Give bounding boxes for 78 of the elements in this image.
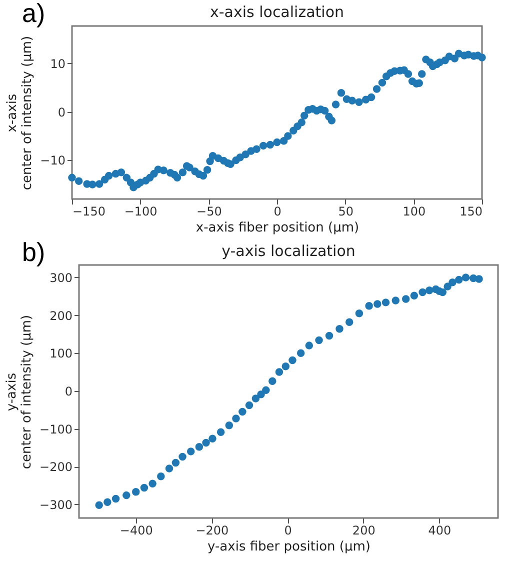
point [282, 362, 290, 370]
point [104, 498, 112, 506]
y-tick-label: 100 [50, 346, 72, 361]
point [305, 342, 314, 350]
point [225, 421, 234, 430]
x-tick-label: −200 [196, 524, 229, 538]
x-tick-label: −50 [196, 204, 222, 218]
y-tick-label: −200 [40, 460, 72, 474]
point [448, 278, 456, 286]
point [365, 302, 373, 310]
point [296, 349, 305, 357]
point [402, 295, 410, 303]
point [288, 356, 296, 364]
point [216, 428, 225, 436]
point [95, 501, 103, 510]
point [202, 438, 210, 447]
point [475, 275, 483, 283]
y-tick-label: −10 [40, 154, 66, 168]
point [374, 300, 382, 308]
point [392, 296, 400, 304]
y-tick-label: 0 [58, 105, 66, 120]
y-tick-label: 0 [64, 384, 72, 398]
y-axis-title: x-axis center of intensity (µm) [5, 36, 36, 190]
point [186, 448, 195, 456]
point [132, 488, 140, 496]
point [382, 298, 390, 306]
point [172, 458, 180, 467]
point [418, 288, 426, 296]
point [257, 390, 265, 398]
x-tick-label: −150 [72, 204, 106, 218]
y-tick-label: 200 [50, 308, 72, 323]
point [438, 288, 447, 296]
point [355, 310, 364, 318]
point [462, 274, 470, 282]
x-tick-label: 0 [284, 524, 292, 538]
x-tick-label: −100 [124, 204, 158, 218]
x-tick-label: 150 [460, 204, 482, 218]
y-axis-title: y-axis center of intensity (µm) [4, 314, 35, 470]
y-tick-label: −300 [40, 498, 72, 512]
point [410, 292, 418, 300]
point [268, 377, 276, 385]
x-tick-label: 200 [352, 524, 376, 538]
chart-title: y-axis localization [222, 242, 356, 260]
point [195, 443, 204, 451]
point [325, 332, 334, 340]
point [262, 386, 270, 394]
x-tick-label: 0 [274, 204, 282, 218]
point [252, 394, 260, 402]
point [208, 434, 216, 442]
point [275, 368, 284, 376]
point [336, 325, 344, 333]
point [455, 276, 463, 284]
text: b) [22, 237, 46, 268]
y-tick-label: −100 [40, 422, 72, 436]
point [345, 318, 354, 326]
point [425, 286, 434, 294]
point [178, 452, 186, 461]
x-tick-label: −400 [120, 524, 153, 538]
point [165, 464, 174, 472]
point [122, 491, 130, 500]
y-tick-label: 10 [50, 56, 66, 71]
x-axis-title: x-axis fiber position (µm) [196, 220, 360, 236]
point [148, 480, 156, 488]
point [238, 408, 246, 416]
x-axis-title: y-axis fiber position (µm) [208, 540, 370, 554]
x-tick-label: 100 [402, 204, 426, 218]
point [157, 472, 165, 480]
point [112, 494, 120, 503]
y-tick-label: 300 [50, 270, 72, 285]
point [232, 414, 240, 422]
x-tick-label: 50 [338, 204, 354, 218]
point [315, 336, 323, 344]
x-tick-label: 400 [428, 524, 452, 538]
text: a) [22, 0, 46, 29]
point [140, 484, 148, 492]
chart-title: x-axis localization [210, 3, 344, 21]
point [444, 282, 452, 290]
point [245, 401, 254, 410]
